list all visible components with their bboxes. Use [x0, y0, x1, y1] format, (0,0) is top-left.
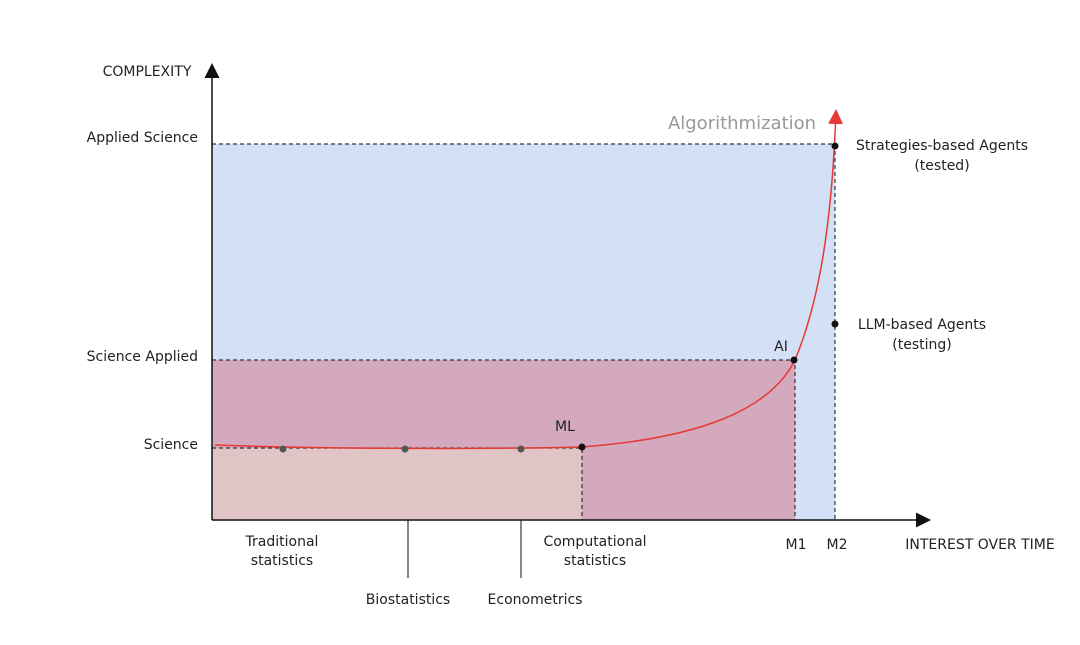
x-axis-label: INTEREST OVER TIME — [905, 537, 1054, 553]
level-label: Science — [144, 437, 198, 453]
x-label: Traditional — [245, 534, 319, 550]
x-label: M1 — [786, 537, 807, 553]
y-axis-label: COMPLEXITY — [103, 64, 192, 80]
point-label: Strategies-based Agents — [856, 138, 1028, 154]
growth-curve — [214, 109, 844, 450]
level-label: Science Applied — [87, 349, 198, 365]
x-label: statistics — [251, 553, 313, 569]
point-label: ML — [555, 419, 575, 435]
annotation: Algorithmization — [668, 113, 816, 134]
point-label: AI — [774, 339, 788, 355]
point-label: (testing) — [892, 337, 951, 353]
x-label: M2 — [827, 537, 848, 553]
x-label: Biostatistics — [366, 592, 450, 608]
point-label: LLM-based Agents — [858, 317, 986, 333]
points — [279, 142, 839, 453]
x-label: Econometrics — [488, 592, 583, 608]
region-science — [212, 448, 582, 520]
x-label: Computational — [543, 534, 646, 550]
level-label: Applied Science — [87, 130, 198, 146]
point-label: (tested) — [914, 158, 969, 174]
x-label: statistics — [564, 553, 626, 569]
